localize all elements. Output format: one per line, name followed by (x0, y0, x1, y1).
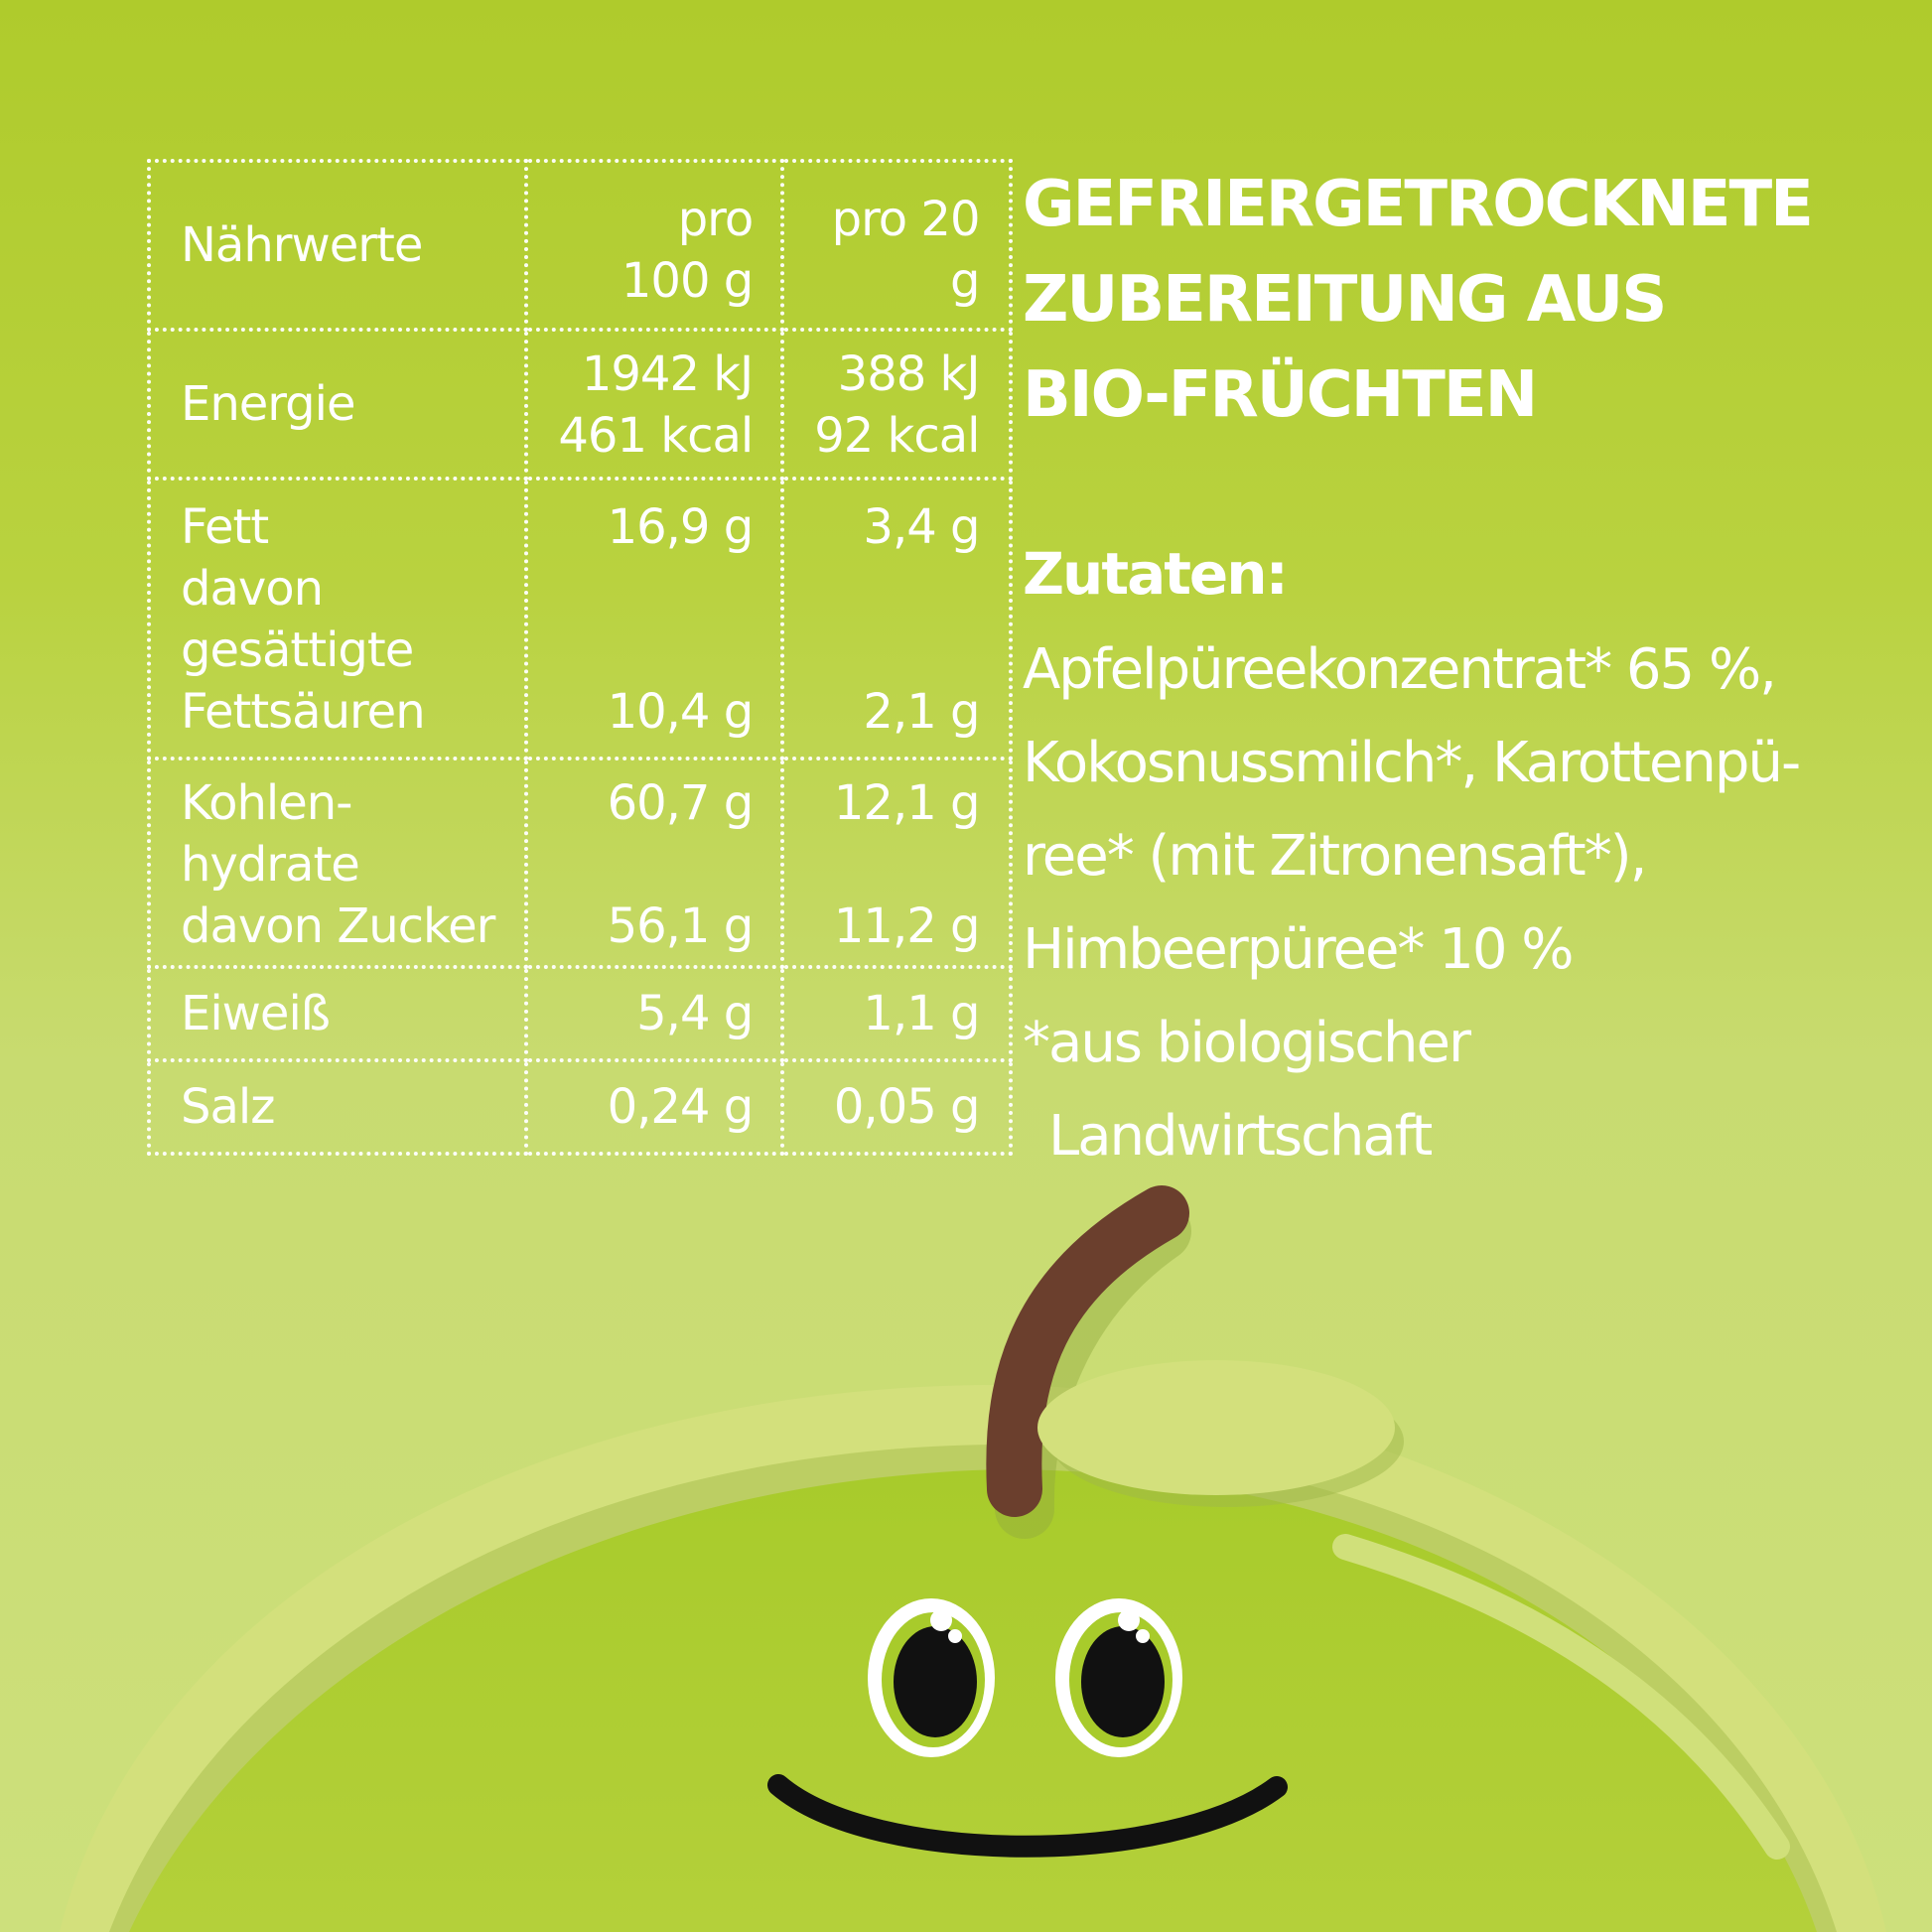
nutrition-header-row: Nährwerte pro 100 g pro 20 g (146, 159, 1014, 332)
fat-col2-saturated: 2,1 g (863, 684, 980, 740)
apple-smile (767, 1774, 1288, 1858)
nutrition-salt-row: Salz 0,24 g 0,05 g (146, 1058, 1014, 1156)
protein-label-text: Eiweiß (181, 986, 331, 1041)
nutrition-fat-row: Fett davon gesättigte Fettsäuren 16,9 g … (146, 477, 1014, 760)
nutrition-header-label: Nährwerte (146, 159, 529, 332)
fat-col2-total: 3,4 g (863, 499, 980, 555)
energy-col1-kcal: 461 kcal (558, 408, 754, 464)
product-title-line2: ZUBEREITUNG AUS (1023, 263, 1667, 337)
carbs-label-line3: davon Zucker (181, 898, 495, 954)
fat-label-line3: gesättigte (181, 622, 414, 678)
carbs-col1-total: 60,7 g (607, 775, 755, 831)
carbs-col2-total: 12,1 g (833, 775, 981, 831)
fat-col1-total: 16,9 g (607, 499, 755, 555)
product-title-line1: GEFRIERGETROCKNETE (1023, 168, 1814, 241)
carbs-col1-sugar: 56,1 g (607, 898, 755, 954)
protein-col2-value: 1,1 g (863, 986, 980, 1041)
header-col1-line2: 100 g (621, 253, 754, 309)
nutrition-protein-row: Eiweiß 5,4 g 1,1 g (146, 965, 1014, 1062)
ingredient-line-4: Himbeerpüree* 10 % (1023, 917, 1575, 982)
apple-leaf (1037, 1360, 1395, 1495)
salt-col2-value: 0,05 g (833, 1079, 981, 1135)
carbs-label-line1: Kohlen- (181, 775, 352, 831)
protein-col1: 5,4 g (524, 965, 785, 1062)
energy-col1: 1942 kJ 461 kcal (524, 328, 785, 481)
ingredients-list: Apfelpüreekonzentrat* 65 %, Kokosnussmil… (1023, 623, 1896, 1183)
energy-col2: 388 kJ 92 kcal (780, 328, 1014, 481)
carbs-label: Kohlen- hydrate davon Zucker (146, 757, 529, 969)
ingredient-line-6: Landwirtschaft (1048, 1104, 1433, 1169)
ingredient-line-2: Kokosnussmilch*, Karottenpü- (1023, 731, 1801, 795)
fat-col2: 3,4 g 2,1 g (780, 477, 1014, 760)
header-col1-line1: pro (677, 192, 755, 247)
carbs-col1: 60,7 g 56,1 g (524, 757, 785, 969)
fat-col1: 16,9 g 10,4 g (524, 477, 785, 760)
energy-label-text: Energie (181, 376, 356, 432)
nutrition-table: Nährwerte pro 100 g pro 20 g Energie 194… (146, 159, 1014, 1156)
nutrition-header-col2: pro 20 g (780, 159, 1014, 332)
ingredient-line-1: Apfelpüreekonzentrat* 65 %, (1023, 637, 1777, 702)
fat-label-line4: Fettsäuren (181, 684, 426, 740)
header-col2-line1: pro 20 (831, 192, 981, 247)
fat-label-line2: davon (181, 561, 324, 617)
header-label-text: Nährwerte (181, 217, 423, 273)
ingredient-line-3: ree* (mit Zitronensaft*), (1023, 824, 1647, 889)
carbs-col2-sugar: 11,2 g (833, 898, 981, 954)
salt-col1: 0,24 g (524, 1058, 785, 1156)
energy-label: Energie (146, 328, 529, 481)
apple-stem (986, 1185, 1189, 1517)
energy-col2-kj: 388 kJ (837, 346, 981, 402)
salt-col1-value: 0,24 g (607, 1079, 755, 1135)
product-title: GEFRIERGETROCKNETE ZUBEREITUNG AUS BIO-F… (1023, 157, 1876, 443)
carbs-col2: 12,1 g 11,2 g (780, 757, 1014, 969)
salt-label-text: Salz (181, 1079, 275, 1135)
apple-highlight (1332, 1534, 1790, 1860)
salt-label: Salz (146, 1058, 529, 1156)
salt-col2: 0,05 g (780, 1058, 1014, 1156)
ingredients-heading: Zutaten: (1023, 540, 1289, 608)
energy-col1-kj: 1942 kJ (581, 346, 754, 402)
fat-label-line1: Fett (181, 499, 269, 555)
fat-label: Fett davon gesättigte Fettsäuren (146, 477, 529, 760)
protein-col2: 1,1 g (780, 965, 1014, 1062)
nutrition-carbs-row: Kohlen- hydrate davon Zucker 60,7 g 56,1… (146, 757, 1014, 969)
protein-label: Eiweiß (146, 965, 529, 1062)
energy-col2-kcal: 92 kcal (814, 408, 980, 464)
product-title-line3: BIO-FRÜCHTEN (1023, 358, 1538, 432)
ingredient-line-5: *aus biologischer (1023, 1011, 1471, 1075)
carbs-label-line2: hydrate (181, 837, 360, 893)
nutrition-header-col1: pro 100 g (524, 159, 785, 332)
fat-col1-saturated: 10,4 g (607, 684, 755, 740)
protein-col1-value: 5,4 g (636, 986, 754, 1041)
nutrition-energy-row: Energie 1942 kJ 461 kcal 388 kJ 92 kcal (146, 328, 1014, 481)
header-col2-line2: g (950, 253, 980, 309)
